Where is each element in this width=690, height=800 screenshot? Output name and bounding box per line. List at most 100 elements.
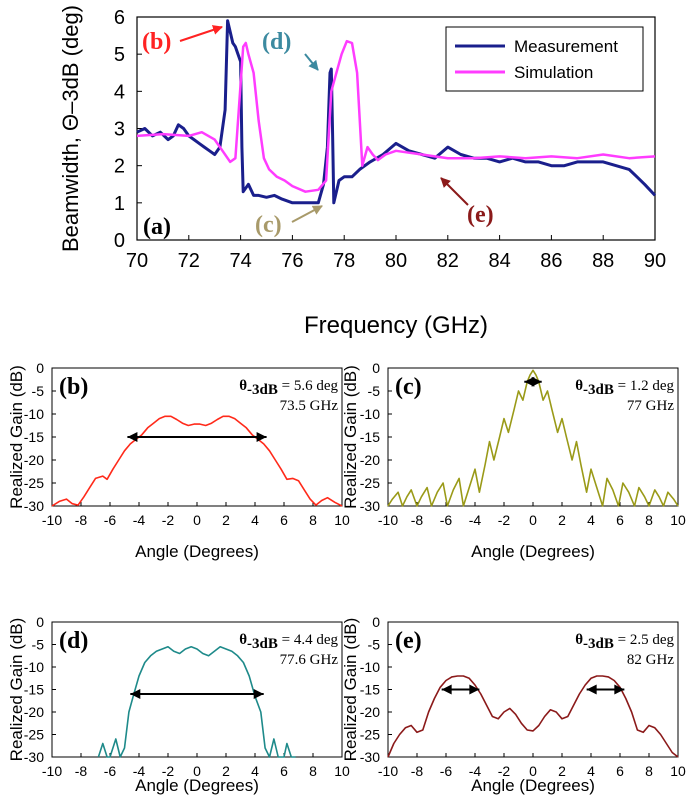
frequency-annotation: 77 GHz [627,398,674,414]
beamwidth-arrow-head-left [586,684,597,695]
y-tick-label: -25 [360,475,380,491]
x-tick-label: -2 [162,512,175,528]
x-tick-label: 10 [670,763,686,779]
x-tick-label: 0 [529,512,537,528]
y-tick-label: 0 [36,614,44,630]
x-tick-label: 0 [193,763,201,779]
y-tick-label: -20 [24,452,44,468]
beamwidth-annotation: θ-3dB = 1.2 deg [575,378,674,398]
x-tick-label: 2 [222,763,230,779]
y-tick-label: 4 [114,81,125,103]
x-tick-label: -4 [133,512,146,528]
x-tick-label: 82 [437,250,459,272]
y-tick-label: -15 [24,429,44,445]
y-tick-label: -30 [24,498,44,514]
x-tick-label: -10 [378,763,398,779]
annotation-c-arrow [291,205,323,223]
frequency-annotation: 73.5 GHz [280,398,339,414]
y-tick-label: -10 [24,406,44,422]
x-tick-label: -4 [469,763,482,779]
x-tick-label: -10 [378,512,398,528]
y-axis-label: Realized Gain (dB) [7,618,26,762]
legend: Measurement Simulation [445,26,644,92]
x-tick-label: 84 [488,250,510,272]
annotation-d-arrow [304,53,319,71]
beamwidth-arrow-head-left [130,689,141,699]
chart-d: -10 -8 -6 -4 -2 0 2 4 6 8 100-5-10-15-20-25-30Angl… [7,614,350,795]
x-axis-label: Angle (Degrees) [471,542,595,561]
y-tick-label: -30 [360,749,380,765]
y-tick-label: 2 [114,156,125,178]
panel-label-b: (b) [59,374,88,400]
y-tick-label: 1 [114,193,125,215]
beamwidth-arrow [130,689,264,699]
annotation-c-label: (c) [255,212,282,238]
y-tick-label: -15 [24,682,44,698]
chart-b: -10 -8 -6 -4 -2 0 2 4 6 8 100-5-10-15-20-25-30Angl… [7,360,350,561]
y-tick-label: 3 [114,119,125,141]
x-tick-label: 88 [592,250,614,272]
y-tick-label: -15 [360,429,380,445]
frequency-annotation: 82 GHz [627,652,674,668]
y-axis-label: Realized Gain (dB) [7,365,26,509]
beamwidth-arrow [127,432,267,442]
y-tick-label: 0 [372,614,380,630]
panel-label-d: (d) [59,628,88,654]
beamwidth-arrow [441,684,480,695]
x-tick-label: 4 [251,763,259,779]
y-tick-label: -30 [360,498,380,514]
y-tick-label: -25 [360,727,380,743]
annotation-b-arrow [179,25,223,42]
x-tick-label: 4 [251,512,259,528]
x-tick-label: 4 [587,763,595,779]
legend-box [445,26,644,92]
x-tick-label: 86 [540,250,562,272]
x-tick-label: 70 [126,250,148,272]
y-axis-label: Realized Gain (dB) [341,365,360,509]
x-axis-label: Frequency (GHz) [304,312,488,339]
x-tick-label: 6 [616,763,624,779]
x-tick-label: 8 [309,512,317,528]
x-tick-label: 10 [334,512,350,528]
x-axis-label: Angle (Degrees) [135,776,259,795]
y-tick-label: -15 [360,682,380,698]
x-tick-label: -6 [440,512,453,528]
y-tick-label: 5 [114,44,125,66]
beamwidth-annotation: θ-3dB = 5.6 deg [239,378,338,398]
y-tick-label: -10 [360,659,380,675]
x-tick-label: -8 [75,512,88,528]
y-tick-label: -10 [360,406,380,422]
series-line-d [97,646,296,758]
y-tick-label: -5 [32,383,45,399]
x-tick-label: 74 [229,250,251,272]
x-tick-label: -8 [75,763,88,779]
x-tick-label: 4 [587,512,595,528]
panel-label-c: (c) [395,374,422,400]
x-tick-label: -2 [498,512,511,528]
chart-c: -10 -8 -6 -4 -2 0 2 4 6 8 100-5-10-15-20-25-30Angl… [341,360,686,561]
panel-label-a: (a) [143,214,171,240]
x-tick-label: 0 [529,763,537,779]
x-tick-label: 76 [281,250,303,272]
x-tick-label: 8 [309,763,317,779]
beamwidth-arrow-head-right [253,689,264,699]
series-line-e [387,675,679,758]
x-tick-label: -2 [498,763,511,779]
y-tick-label: -5 [32,637,45,653]
chart-e: -10 -8 -6 -4 -2 0 2 4 6 8 100-5-10-15-20-25-30Angl… [341,614,686,795]
beamwidth-arrow-head-right [256,432,267,442]
beamwidth-arrow-head-right [531,376,542,387]
x-axis-label: Angle (Degrees) [471,776,595,795]
y-tick-label: -30 [24,749,44,765]
x-tick-label: 80 [385,250,407,272]
legend-entry-simulation: Simulation [514,63,593,82]
x-tick-label: 0 [193,512,201,528]
x-tick-label: 6 [616,512,624,528]
beamwidth-arrow [524,376,542,387]
y-axis-label: Beamwidth, Θ–3dB (deg) [58,5,83,252]
x-tick-label: -6 [104,512,117,528]
x-tick-label: 8 [645,512,653,528]
y-tick-label: -10 [24,659,44,675]
x-tick-label: -4 [469,512,482,528]
series-line-b [51,415,343,507]
